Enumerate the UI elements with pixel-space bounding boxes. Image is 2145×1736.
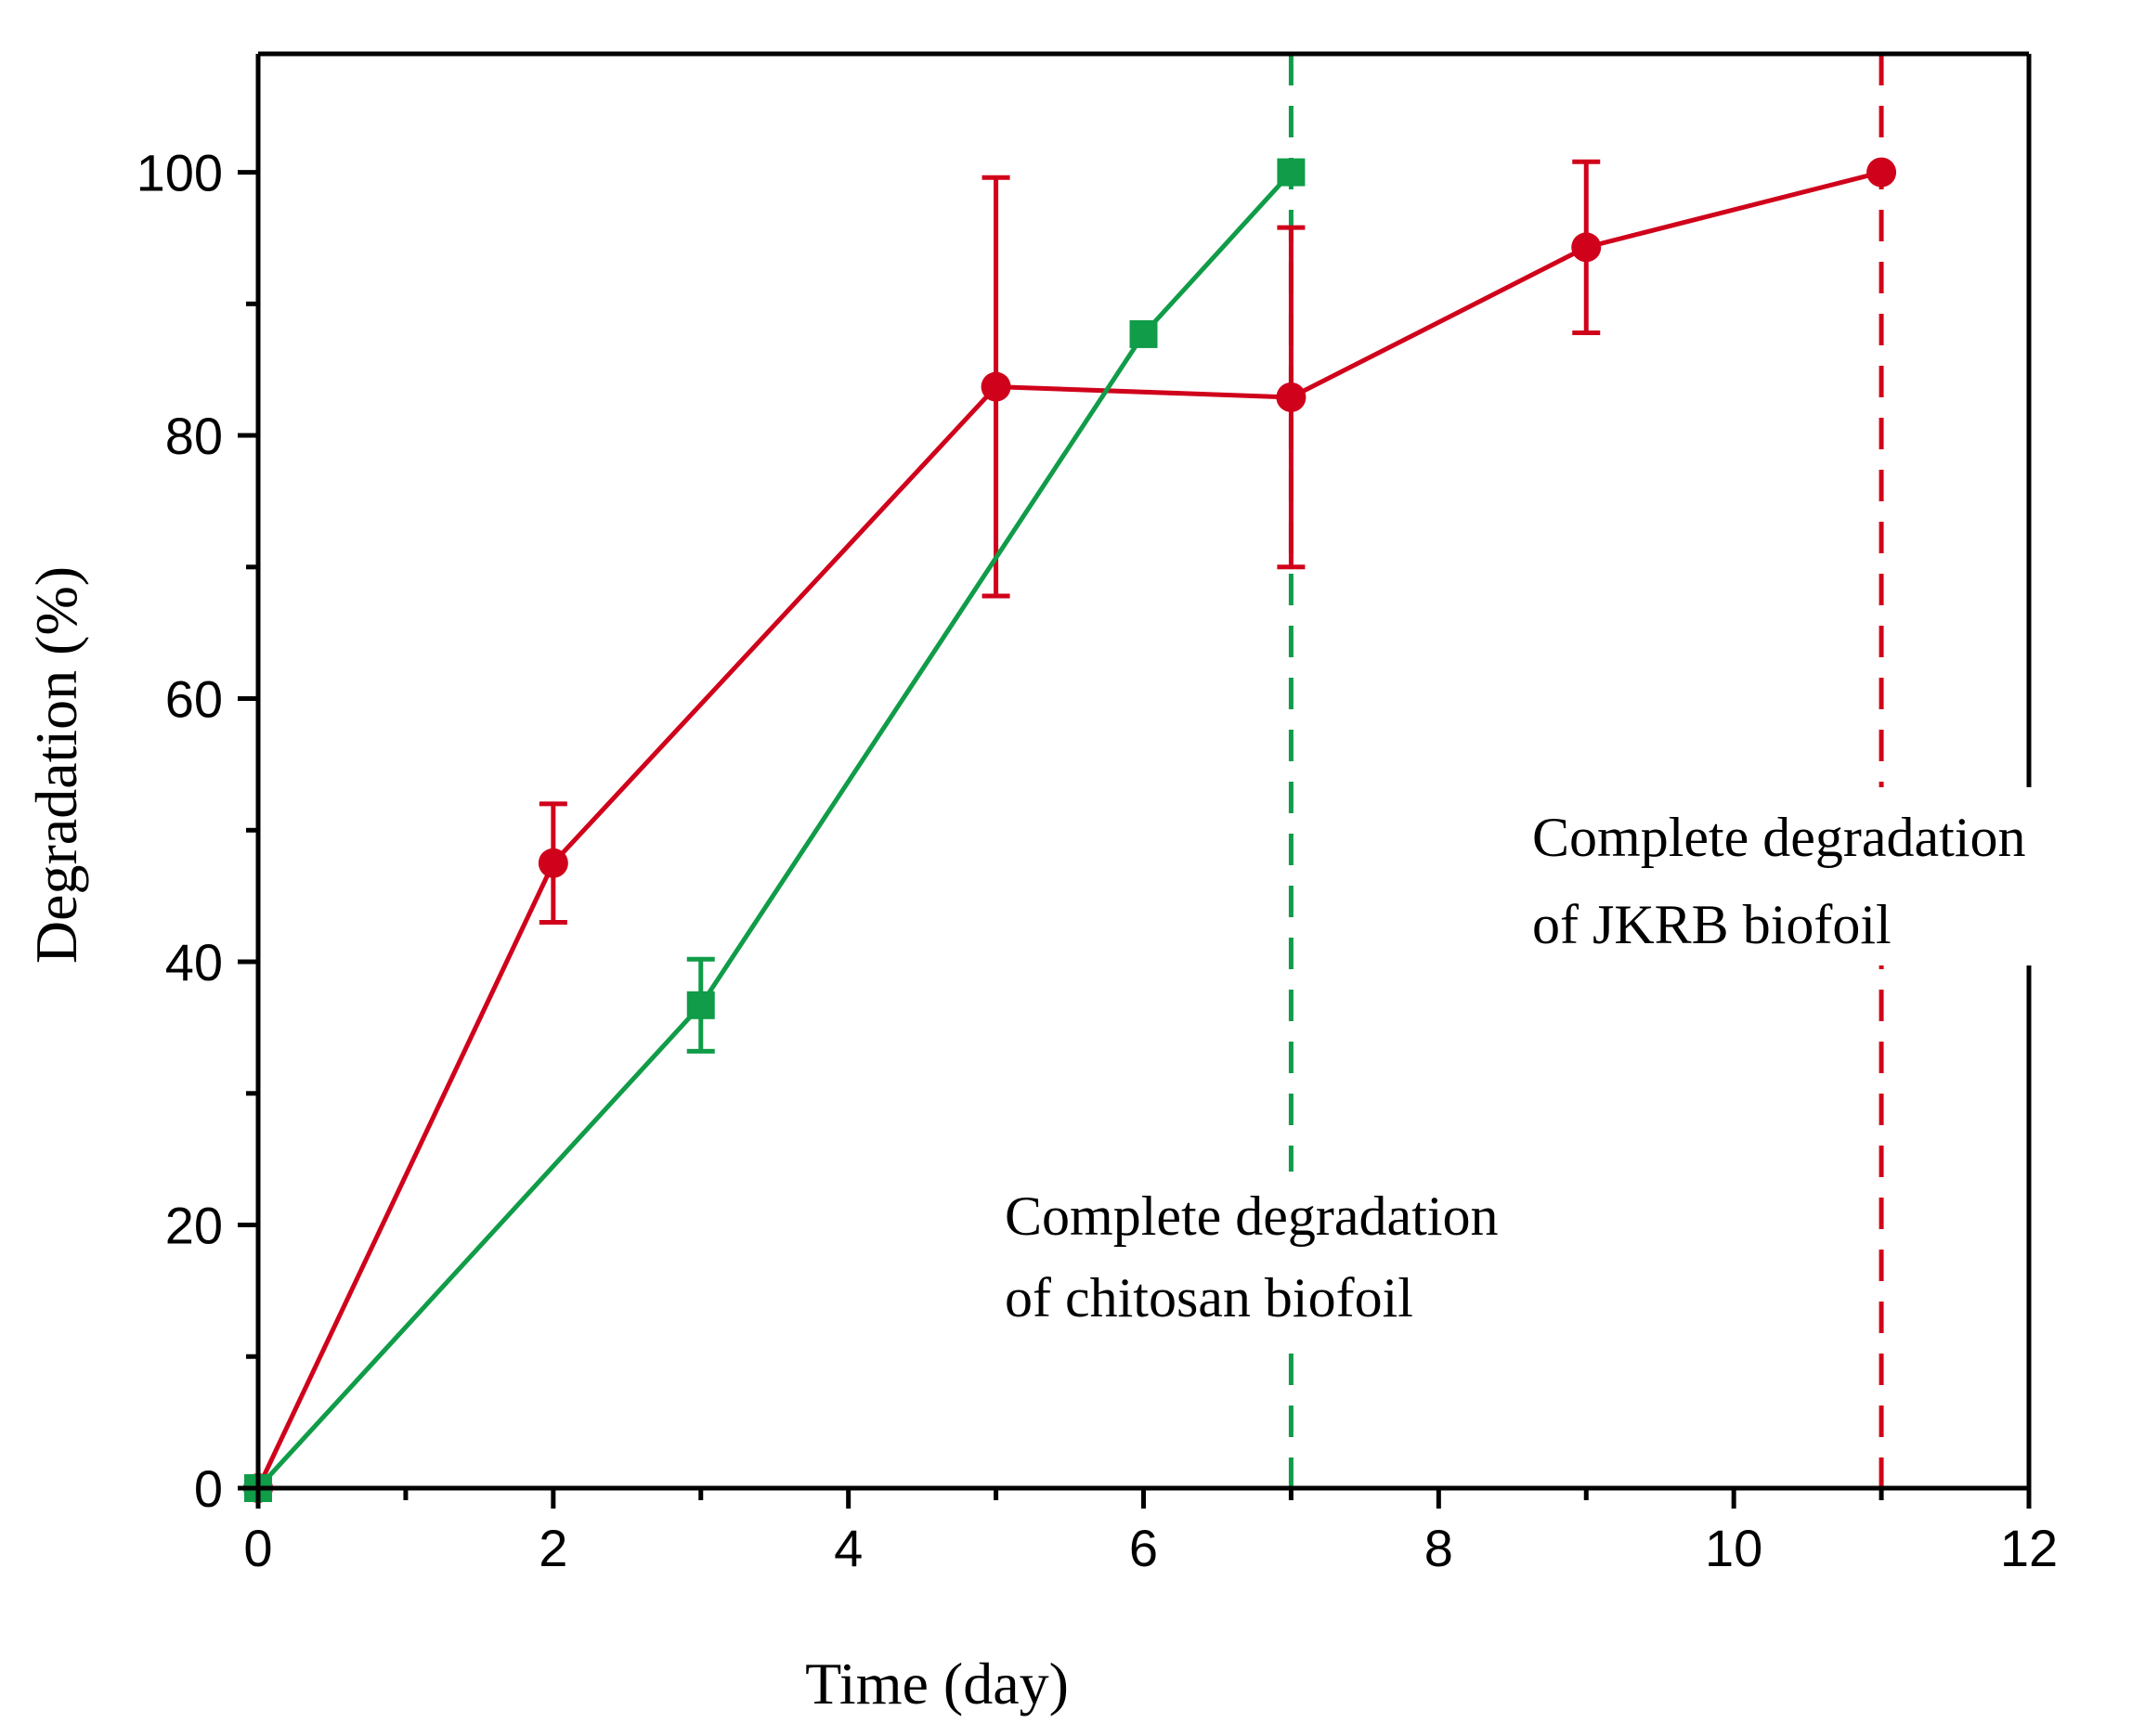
x-tick-label-4: 4 [834,1519,863,1577]
x-tick-label-8: 8 [1424,1519,1453,1577]
y-tick-label-60: 60 [165,670,223,729]
x-tick-label-10: 10 [1705,1519,1762,1577]
x-tick-label-2: 2 [539,1519,567,1577]
x-tick-label-12: 12 [2000,1519,2058,1577]
series-line-1 [256,170,1294,1490]
x-tick-label-0: 0 [243,1519,272,1577]
y-tick-label-40: 40 [165,933,223,991]
data-point-0-2 [981,371,1011,402]
y-tick-label-100: 100 [136,144,223,202]
data-point-0-4 [1571,232,1602,263]
data-point-1-3 [1277,158,1306,187]
y-axis-label: Degradation (%) [23,566,89,964]
annotation-jkrb-line2: of JKRB biofoil [1532,894,1892,955]
y-tick-label-20: 20 [165,1197,223,1255]
series-line-0 [255,170,1882,1490]
annotations: Complete degradation of chitosan biofoil C… [998,787,2145,1343]
annotation-background-jkrb [1526,787,2145,965]
axes: 0 2 4 6 8 10 12 0 20 40 60 80 100 [136,51,2058,1577]
y-tick-label-80: 80 [165,407,223,465]
data-point-1-1 [686,991,715,1019]
data-point-1-2 [1129,319,1158,348]
annotation-jkrb-line1: Complete degradation [1532,807,2026,868]
data-point-0-5 [1866,157,1897,188]
x-tick-label-6: 6 [1129,1519,1158,1577]
x-axis-label: Time (day) [805,1651,1069,1717]
annotation-chitosan-line1: Complete degradation [1005,1185,1499,1247]
annotation-chitosan-line2: of chitosan biofoil [1005,1267,1413,1328]
data-point-0-1 [538,848,568,878]
data-point-0-3 [1276,382,1306,412]
annotation-background-chitosan [998,1172,1620,1343]
y-tick-label-0: 0 [194,1459,223,1518]
